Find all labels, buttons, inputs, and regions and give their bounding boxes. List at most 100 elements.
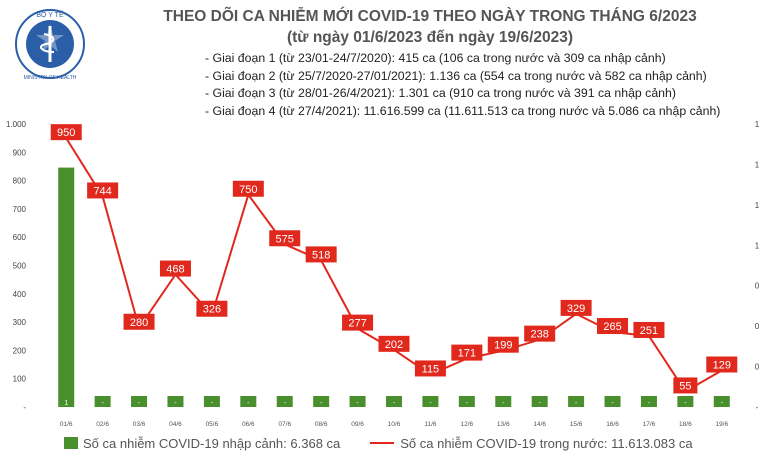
- x-axis-tick: 06/6: [242, 421, 255, 428]
- data-label: 238: [531, 329, 549, 341]
- data-label-box: [269, 230, 301, 247]
- bar: [386, 396, 402, 407]
- data-label-box: [706, 356, 738, 373]
- bar-label: -: [684, 400, 687, 407]
- logo-text-top: BỘ Y TẾ: [36, 9, 64, 19]
- data-label-box: [414, 360, 446, 377]
- right-axis-tick: 0: [755, 322, 760, 331]
- x-axis-tick: 07/6: [278, 421, 291, 428]
- data-label-box: [342, 314, 374, 331]
- left-axis-tick: -: [23, 403, 26, 412]
- bar-label: -: [101, 400, 104, 407]
- data-label: 575: [276, 233, 294, 245]
- data-label: 744: [93, 185, 111, 197]
- data-label: 280: [130, 317, 148, 329]
- x-axis-tick: 08/6: [315, 421, 328, 428]
- bar-label: -: [575, 400, 578, 407]
- bar-label: -: [611, 400, 614, 407]
- x-axis-tick: 17/6: [643, 421, 656, 428]
- left-axis-tick: 700: [13, 205, 27, 214]
- bar: [313, 396, 330, 407]
- legend-bar-swatch: [64, 437, 78, 449]
- data-label-box: [597, 318, 629, 335]
- right-axis-tick: 1: [755, 201, 760, 210]
- bar-label: -: [320, 400, 323, 407]
- bar: [349, 396, 366, 407]
- data-label: 55: [679, 380, 691, 392]
- bar-label: 1: [64, 400, 68, 407]
- data-label: 202: [385, 339, 403, 351]
- x-axis-tick: 12/6: [461, 421, 474, 428]
- bar: [640, 396, 657, 407]
- data-label-box: [50, 124, 82, 141]
- right-axis-tick: 0: [755, 282, 760, 291]
- data-label-box: [196, 300, 228, 317]
- data-label: 329: [567, 303, 585, 315]
- x-axis-tick: 02/6: [96, 421, 109, 428]
- bar: [713, 396, 730, 407]
- bar: [203, 396, 220, 407]
- bar: [422, 396, 439, 407]
- ministry-of-health-logo: BỘ Y TẾ MINISTRY OF HEALTH: [15, 9, 85, 81]
- phase-notes: - Giai đoạn 1 (từ 23/01-24/7/2020): 415 …: [205, 50, 720, 120]
- data-label-box: [487, 336, 519, 353]
- x-axis-tick: 01/6: [60, 421, 73, 428]
- data-label: 277: [348, 318, 366, 330]
- legend-line-swatch: [370, 442, 395, 444]
- left-axis-tick: 800: [13, 177, 27, 186]
- bar-label: -: [393, 400, 396, 407]
- left-axis-tick: 1.000: [6, 120, 27, 129]
- phase-note: - Giai đoạn 4 (từ 27/4/2021): 11.616.599…: [205, 103, 721, 118]
- bar: [167, 396, 184, 407]
- bar-label: -: [211, 400, 214, 407]
- data-label-box: [451, 344, 483, 361]
- bar: [458, 396, 475, 407]
- bar-label: -: [721, 400, 724, 407]
- left-axis-tick: 200: [13, 346, 27, 355]
- data-label: 115: [422, 363, 440, 375]
- bar-label: -: [539, 400, 542, 407]
- left-axis-tick: 600: [13, 233, 27, 242]
- legend-line-label: Số ca nhiễm COVID-19 trong nước: 11.613.…: [400, 436, 693, 451]
- logo-text-bottom: MINISTRY OF HEALTH: [24, 75, 77, 81]
- bar: [495, 396, 512, 407]
- data-label-box: [232, 180, 264, 197]
- data-label: 468: [166, 264, 184, 276]
- legend-bar-label: Số ca nhiễm COVID-19 nhập cảnh: 6.368 ca: [83, 436, 341, 451]
- right-axis-tick: 0: [755, 363, 760, 372]
- bar: [131, 396, 148, 407]
- bar-label: -: [284, 400, 287, 407]
- phase-note: - Giai đoạn 3 (từ 28/01-26/4/2021): 1.30…: [205, 86, 676, 100]
- bar: [604, 396, 621, 407]
- data-label-box: [633, 321, 665, 338]
- x-axis-tick: 09/6: [351, 421, 364, 428]
- chart-title: THEO DÕI CA NHIỄM MỚI COVID-19 THEO NGÀY…: [163, 8, 697, 25]
- chart-subtitle: (từ ngày 01/6/2023 đến ngày 19/6/2023): [286, 29, 574, 46]
- bar: [240, 396, 257, 407]
- x-axis-tick: 13/6: [497, 421, 510, 428]
- bar-label: -: [648, 400, 651, 407]
- phase-note: - Giai đoạn 1 (từ 23/01-24/7/2020): 415 …: [205, 51, 666, 65]
- data-label-box: [378, 335, 410, 352]
- data-label: 129: [713, 359, 731, 371]
- data-label-box: [560, 299, 592, 316]
- data-label: 171: [458, 348, 476, 360]
- bar: [94, 396, 111, 407]
- x-axis-tick: 14/6: [533, 421, 546, 428]
- left-axis-tick: 400: [13, 290, 27, 299]
- data-label-box: [123, 313, 155, 330]
- data-label-box: [524, 325, 556, 342]
- right-axis-tick: 1: [755, 120, 760, 129]
- data-label: 750: [239, 184, 257, 196]
- left-axis-tick: 900: [13, 148, 27, 157]
- data-label: 950: [57, 127, 75, 139]
- left-axis-tick: 300: [13, 318, 27, 327]
- data-label-box: [87, 182, 119, 199]
- x-axis-tick: 11/6: [424, 421, 437, 428]
- data-label-box: [159, 260, 191, 277]
- bar: [677, 396, 694, 407]
- bar-label: -: [429, 400, 432, 407]
- bar-label: -: [174, 400, 177, 407]
- x-axis-tick: 03/6: [133, 421, 146, 428]
